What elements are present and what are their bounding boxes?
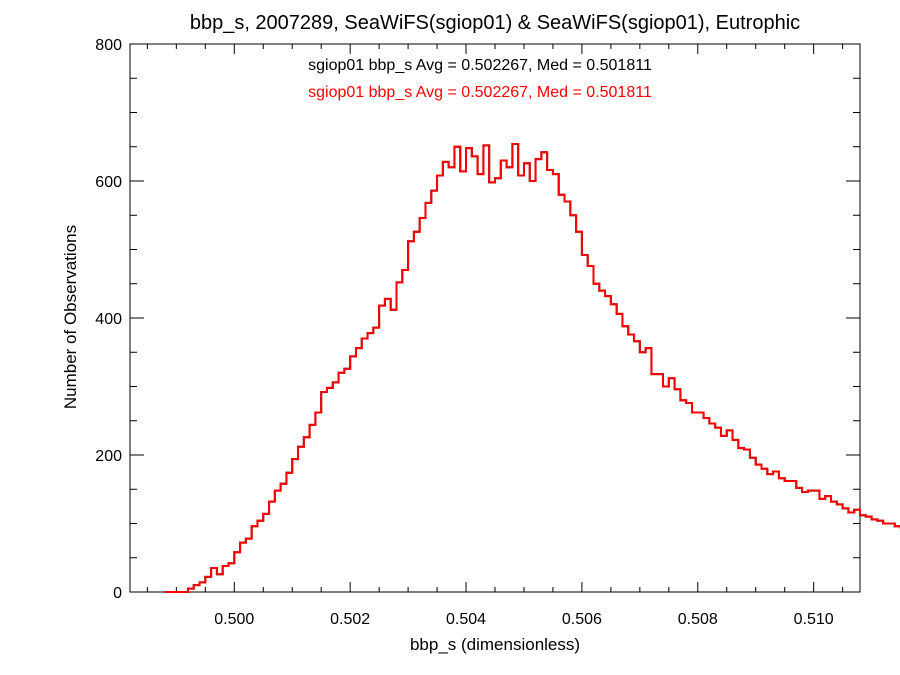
chart-title: bbp_s, 2007289, SeaWiFS(sgiop01) & SeaWi… bbox=[190, 12, 800, 34]
histogram-series-black bbox=[164, 143, 900, 593]
y-tick-label: 200 bbox=[95, 448, 122, 465]
x-tick-label: 0.508 bbox=[678, 611, 718, 628]
annotation-line-red: sgiop01 bbp_s Avg = 0.502267, Med = 0.50… bbox=[308, 84, 652, 101]
plot-frame bbox=[129, 43, 861, 593]
y-tick-label: 400 bbox=[95, 311, 122, 328]
x-tick-label: 0.500 bbox=[214, 611, 254, 628]
x-tick-label: 0.502 bbox=[330, 611, 370, 628]
y-tick-label: 0 bbox=[113, 585, 122, 602]
y-tick-label: 800 bbox=[95, 37, 122, 54]
histogram-series-red bbox=[164, 143, 900, 593]
plot-area: 0.500 0.502 0.504 0.506 0.508 0.510 0 200 400 600… bbox=[95, 37, 900, 628]
y-axis-title: Number of Observations bbox=[61, 225, 80, 409]
x-tick-label: 0.504 bbox=[446, 611, 486, 628]
x-tick-label: 0.506 bbox=[562, 611, 602, 628]
x-axis-title: bbp_s (dimensionless) bbox=[410, 635, 580, 654]
annotation-line-black: sgiop01 bbp_s Avg = 0.502267, Med = 0.50… bbox=[308, 57, 652, 74]
y-tick-label: 600 bbox=[95, 174, 122, 191]
x-tick-label: 0.510 bbox=[794, 611, 834, 628]
